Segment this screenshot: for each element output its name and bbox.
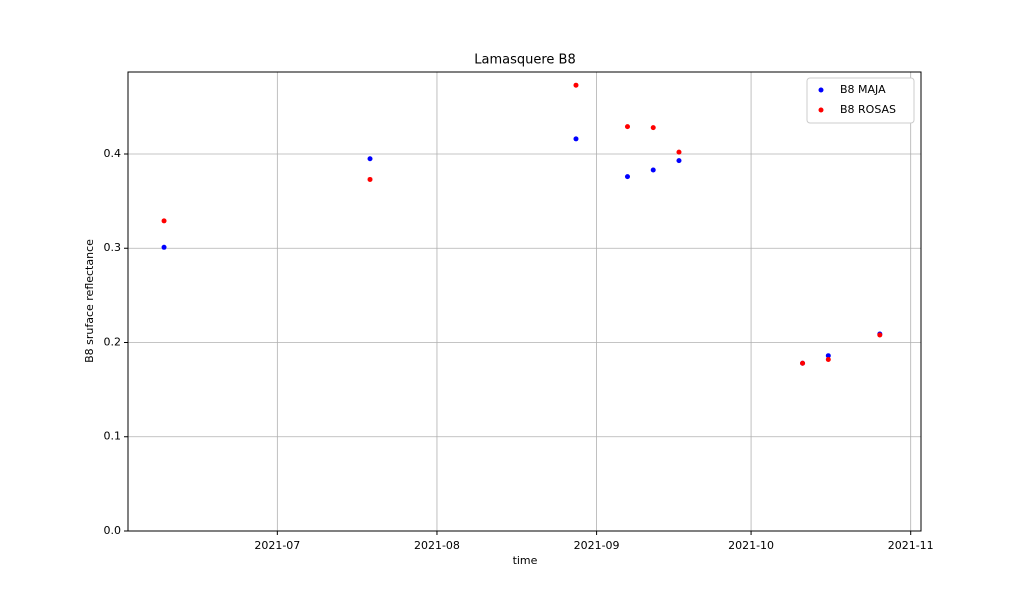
point — [650, 167, 656, 173]
point — [367, 176, 373, 182]
chart-title: Lamasquere B8 — [474, 53, 575, 68]
y-tick-label: 0.2 — [104, 335, 122, 348]
point — [161, 218, 167, 224]
x-axis-label: time — [513, 554, 538, 567]
y-axis-label: B8 sruface reflectance — [83, 239, 96, 363]
x-tick-label: 2021-08 — [414, 539, 460, 552]
legend-label: B8 MAJA — [840, 83, 886, 96]
x-tick-label: 2021-07 — [254, 539, 300, 552]
point — [676, 158, 682, 164]
point — [877, 332, 883, 338]
legend-box — [806, 77, 915, 124]
legend-marker — [818, 87, 824, 93]
y-tick-label: 0.4 — [104, 147, 122, 160]
point — [573, 136, 579, 142]
point — [825, 356, 831, 362]
plot-frame — [127, 71, 922, 532]
y-tick-label: 0.0 — [104, 524, 122, 537]
point — [650, 125, 656, 131]
point — [573, 82, 579, 88]
legend-label: B8 ROSAS — [840, 103, 896, 116]
point — [624, 124, 630, 130]
legend-marker — [818, 107, 824, 113]
y-tick-label: 0.1 — [104, 430, 122, 443]
y-tick-label: 0.3 — [104, 241, 122, 254]
x-tick-label: 2021-10 — [728, 539, 774, 552]
point — [624, 174, 630, 180]
point — [161, 244, 167, 250]
x-tick-label: 2021-11 — [888, 539, 934, 552]
point — [367, 156, 373, 162]
x-tick-label: 2021-09 — [574, 539, 620, 552]
point — [825, 353, 831, 359]
point — [676, 149, 682, 155]
point — [800, 360, 806, 366]
